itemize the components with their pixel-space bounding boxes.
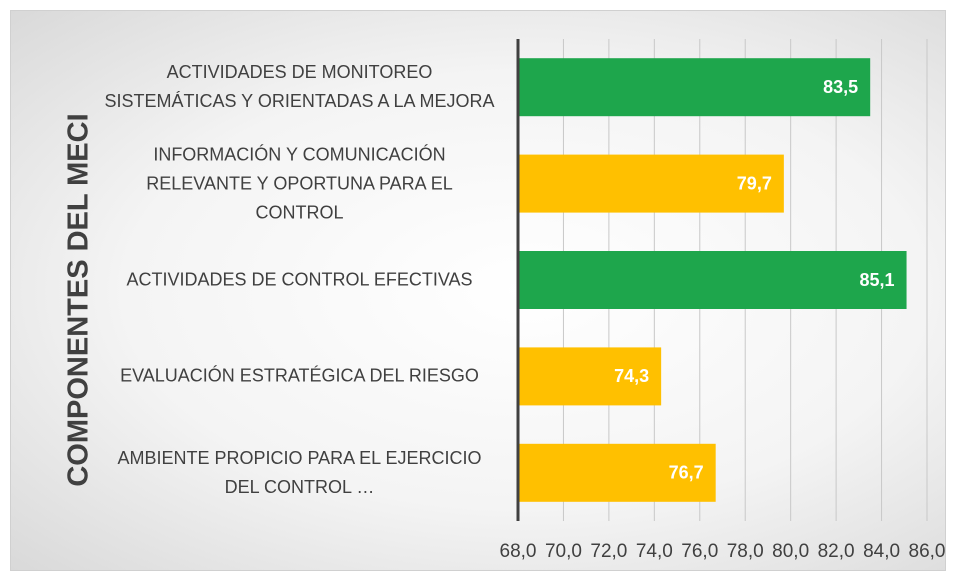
x-tick-label: 74,0 — [636, 541, 673, 562]
value-label: 79,7 — [737, 173, 772, 193]
category-label: EVALUACIÓN ESTRATÉGICA DEL RIESGO — [120, 365, 479, 386]
x-tick-label: 70,0 — [545, 541, 582, 562]
value-label: 83,5 — [823, 77, 858, 97]
x-tick-label: 76,0 — [681, 541, 718, 562]
category-label: ACTIVIDADES DE MONITOREO SISTEMÁTICAS Y … — [104, 62, 495, 112]
x-tick-label: 68,0 — [500, 541, 537, 562]
x-tick-label: 80,0 — [772, 541, 809, 562]
x-tick-label: 78,0 — [727, 541, 764, 562]
bar — [518, 443, 716, 502]
bar — [518, 347, 662, 406]
category-label: AMBIENTE PROPICIO PARA EL EJERCICIO DEL … — [117, 447, 482, 497]
value-label: 85,1 — [860, 270, 895, 290]
x-tick-label: 86,0 — [909, 541, 946, 562]
bar — [518, 154, 784, 213]
x-tick-label: 82,0 — [818, 541, 855, 562]
y-axis-title: COMPONENTES DEL MECI — [63, 113, 95, 486]
value-label: 74,3 — [614, 366, 649, 386]
x-tick-label: 84,0 — [863, 541, 900, 562]
x-tick-label: 72,0 — [590, 541, 627, 562]
value-label: 76,7 — [669, 463, 704, 483]
bar — [518, 251, 907, 309]
category-label: INFORMACIÓN Y COMUNICACIÓN RELEVANTE Y O… — [146, 144, 453, 223]
category-label: ACTIVIDADES DE CONTROL EFECTIVAS — [126, 269, 473, 290]
bar — [518, 58, 871, 117]
